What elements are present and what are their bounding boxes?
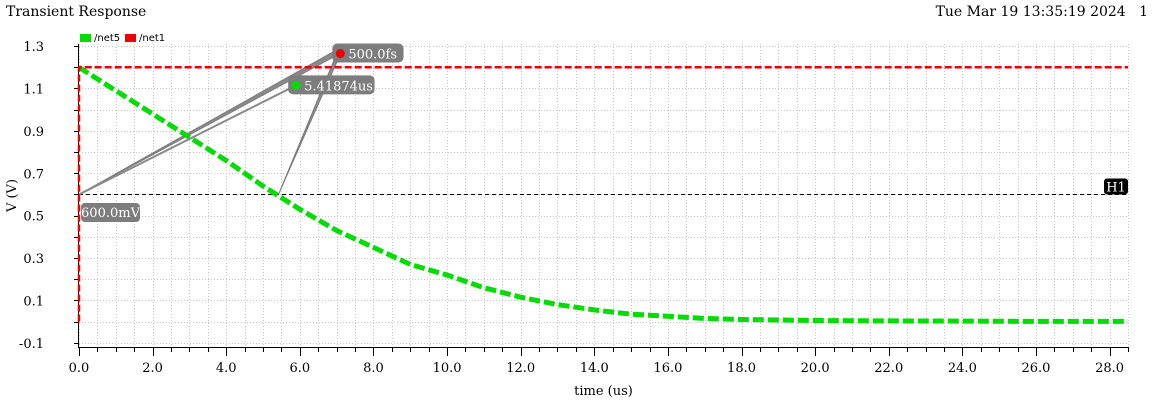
timestamp: Tue Mar 19 13:35:19 2024 1 <box>936 4 1148 20</box>
marker-leader-line <box>78 84 297 196</box>
point-marker-label: 500.0fs <box>348 48 397 63</box>
y-tick-label: 0.9 <box>23 125 44 140</box>
x-tick-label: 10.0 <box>433 361 462 376</box>
y-axis-label: V (V) <box>5 179 20 213</box>
x-tick-label: 16.0 <box>653 361 682 376</box>
point-marker-label: 5.41874us <box>304 79 373 94</box>
x-axis-label: time (us) <box>574 384 633 399</box>
legend-swatch <box>125 34 136 42</box>
x-tick-label: 8.0 <box>363 361 384 376</box>
y-tick-label: 1.3 <box>23 40 44 55</box>
series-line-net5 <box>77 65 1128 324</box>
x-tick-label: 20.0 <box>801 361 830 376</box>
x-ticks <box>79 347 1129 356</box>
x-tick-label: 4.0 <box>216 361 237 376</box>
legend-label: /net5 <box>94 33 120 44</box>
y-tick-label: 0.3 <box>23 252 44 267</box>
x-tick-label: 2.0 <box>142 361 163 376</box>
timestamp-text: Tue Mar 19 13:35:19 2024 <box>935 4 1126 20</box>
grid-lines <box>79 44 1129 347</box>
legend-swatch <box>80 34 91 42</box>
x-tick-label: 14.0 <box>580 361 609 376</box>
y-tick-label: 0.7 <box>23 167 44 182</box>
y-tick-label: 1.1 <box>23 82 44 97</box>
point-marker-badge <box>332 43 404 63</box>
point-marker-badge <box>288 75 375 95</box>
x-tick-label: 12.0 <box>506 361 535 376</box>
y-tick-label: 0.1 <box>23 294 44 309</box>
point-marker-dot <box>335 49 345 59</box>
x-tick-label: 18.0 <box>727 361 756 376</box>
y-tick-label: -0.1 <box>19 337 44 352</box>
y-tick-label: 0.5 <box>23 210 44 225</box>
h-marker-value-badge <box>81 203 140 222</box>
x-tick-label: 0.0 <box>69 361 90 376</box>
page-number: 1 <box>1139 4 1148 20</box>
h-marker-value: 600.0mV <box>81 206 141 221</box>
h-marker-name: H1 <box>1106 180 1126 195</box>
chart-title: Transient Response <box>6 4 147 20</box>
legend-label: /net1 <box>139 33 165 44</box>
x-tick-label: 24.0 <box>948 361 977 376</box>
x-tick-label: 22.0 <box>874 361 903 376</box>
series-line-net1 <box>77 66 1128 322</box>
point-marker-dot <box>291 80 301 90</box>
legend: /net5/net1 <box>80 33 165 44</box>
x-tick-label: 6.0 <box>289 361 310 376</box>
marker-leader-wedge <box>278 49 343 195</box>
x-tick-label: 28.0 <box>1095 361 1124 376</box>
h-marker-badge <box>1104 178 1128 195</box>
x-tick-label: 26.0 <box>1022 361 1051 376</box>
